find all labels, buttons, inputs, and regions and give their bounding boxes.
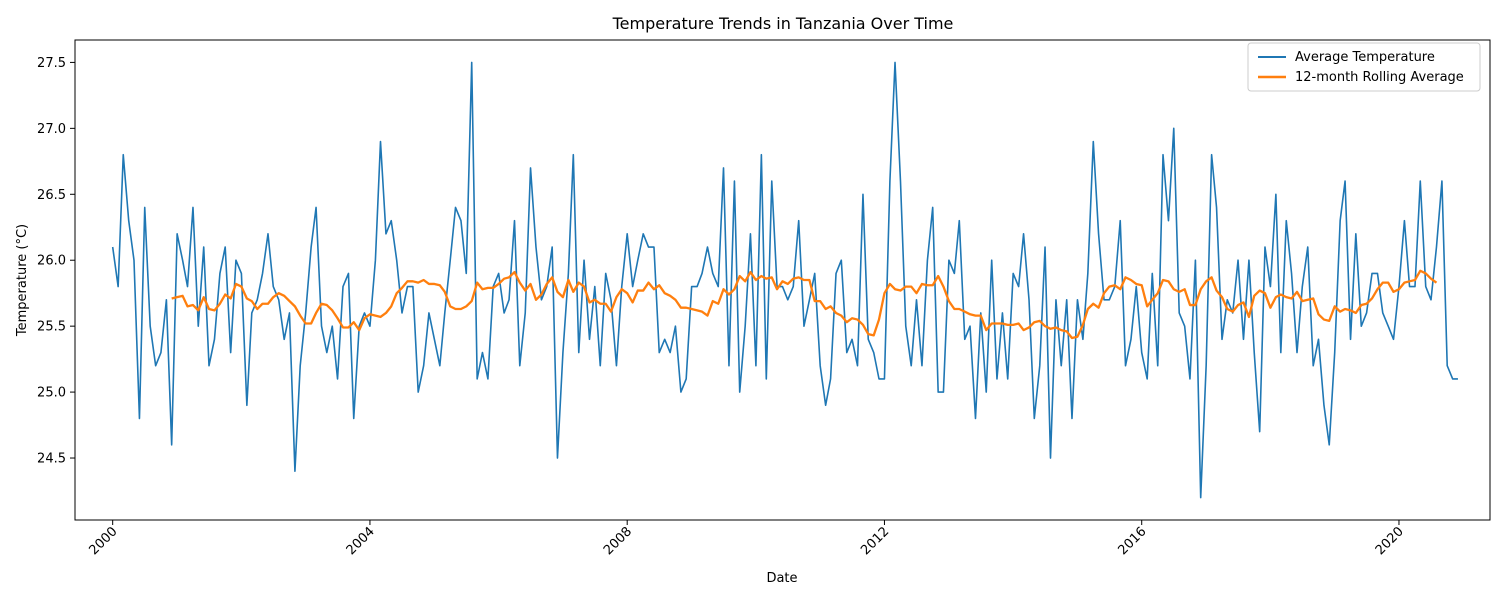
y-axis-label: Temperature (°C) — [15, 224, 30, 337]
legend-label-average-temperature: Average Temperature — [1295, 50, 1435, 65]
y-tick-label: 24.5 — [37, 452, 66, 467]
y-tick-label: 26.0 — [37, 254, 66, 269]
y-tick-label: 27.5 — [37, 56, 66, 71]
legend-label-rolling-average: 12-month Rolling Average — [1295, 70, 1464, 85]
y-tick-label: 26.5 — [37, 188, 66, 203]
y-tick-label: 25.0 — [37, 386, 66, 401]
x-axis-label: Date — [766, 571, 797, 586]
legend: Average Temperature 12-month Rolling Ave… — [1248, 43, 1480, 91]
chart-title: Temperature Trends in Tanzania Over Time — [612, 14, 954, 33]
y-tick-label: 27.0 — [37, 122, 66, 137]
y-tick-label: 25.5 — [37, 320, 66, 335]
